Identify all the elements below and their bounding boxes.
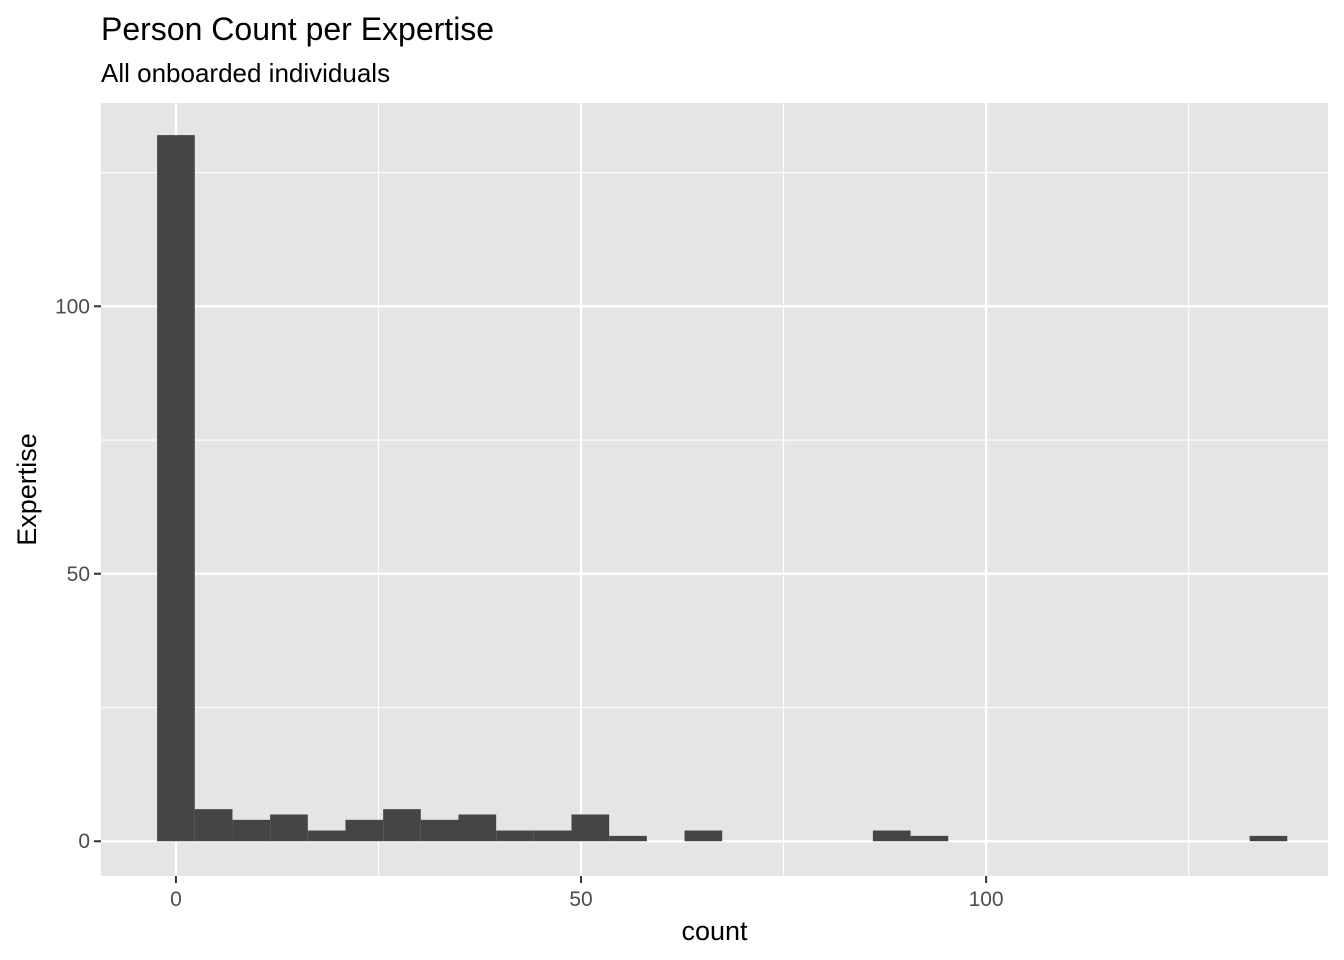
histogram-bar — [872, 830, 911, 842]
histogram-bar — [910, 835, 949, 842]
histogram-bar — [420, 819, 459, 842]
histogram-bar — [1249, 835, 1288, 842]
plot-panel — [101, 103, 1328, 876]
histogram-bar — [194, 809, 233, 842]
minor-gridlines — [101, 103, 1328, 876]
histogram-bars — [157, 135, 1288, 842]
histogram-bar — [571, 814, 610, 842]
histogram-bar — [345, 819, 384, 842]
histogram-bar — [157, 135, 195, 842]
histogram-bar — [684, 830, 723, 842]
y-tick-label: 50 — [67, 563, 90, 586]
histogram-bar — [232, 819, 271, 842]
x-tick-label: 50 — [569, 888, 592, 911]
histogram-bar — [609, 835, 647, 842]
y-tick-label: 100 — [55, 295, 90, 318]
x-tick-label: 100 — [969, 888, 1004, 911]
histogram-bar — [458, 814, 497, 842]
histogram-bar — [533, 830, 572, 842]
x-tick-label: 0 — [170, 888, 182, 911]
y-axis: 0 50 100 — [55, 295, 101, 853]
x-axis: 0 50 100 — [170, 876, 1004, 911]
y-axis-title: Expertise — [12, 433, 42, 546]
chart-title: Person Count per Expertise — [101, 11, 494, 47]
histogram-bar — [307, 830, 346, 842]
histogram-bar — [270, 814, 308, 842]
histogram-bar — [496, 830, 534, 842]
x-axis-title: count — [681, 916, 748, 946]
chart-subtitle: All onboarded individuals — [101, 58, 390, 88]
y-tick-label: 0 — [78, 830, 90, 853]
histogram-bar — [383, 809, 421, 842]
